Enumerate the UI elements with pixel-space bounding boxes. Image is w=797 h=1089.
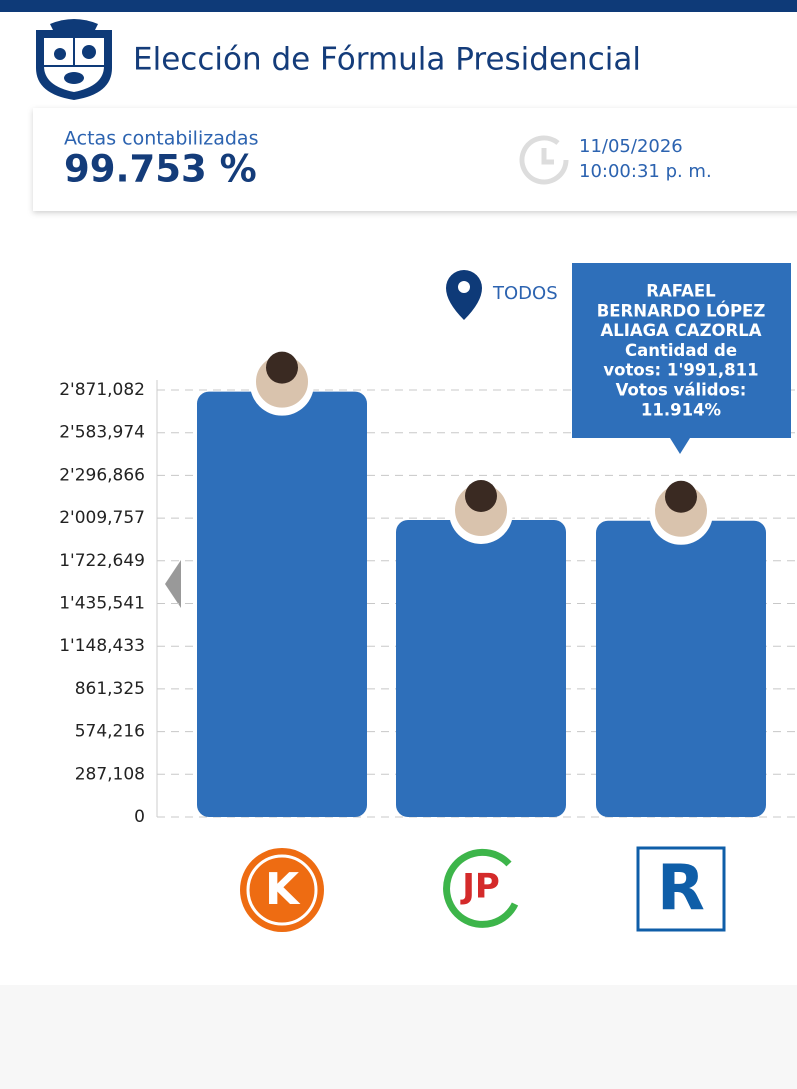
prev-arrow[interactable] <box>165 560 181 608</box>
summary-percent: 99.753 % <box>64 148 257 191</box>
bar <box>596 520 766 817</box>
y-tick-label: 2'009,757 <box>59 508 145 528</box>
party-logo <box>240 848 324 932</box>
tooltip-line: RAFAEL <box>646 282 716 301</box>
summary-label: Actas contabilizadas <box>64 128 258 150</box>
y-tick-label: 1'435,541 <box>59 594 145 614</box>
photo-hair <box>465 479 497 512</box>
party-logo <box>443 848 519 928</box>
tooltip-box <box>572 263 791 454</box>
summary-card <box>33 108 797 211</box>
y-tick-label: 1'148,433 <box>59 636 145 656</box>
tooltip-line: 11.914% <box>641 400 722 419</box>
y-tick-label: 2'583,974 <box>59 423 145 443</box>
filter-label[interactable]: TODOS <box>492 283 558 304</box>
bar <box>197 391 367 817</box>
tooltip-line: Votos válidos: <box>616 381 747 400</box>
top-bar <box>0 0 797 12</box>
y-tick-label: 2'871,082 <box>59 380 145 400</box>
clock-icon <box>519 135 569 185</box>
tooltip-line: Cantidad de <box>625 341 737 360</box>
y-tick-label: 1'722,649 <box>59 551 145 571</box>
party-logo <box>636 846 726 932</box>
bar <box>396 519 566 817</box>
tooltip-line: votos: 1'991,811 <box>603 361 758 380</box>
time: 10:00:31 p. m. <box>579 161 712 182</box>
location-pin[interactable] <box>446 270 482 320</box>
tooltip-line: ALIAGA CAZORLA <box>600 321 761 340</box>
party-logo-ring <box>246 854 318 926</box>
y-tick-label: 2'296,866 <box>59 465 145 485</box>
y-tick-label: 287,108 <box>75 764 145 784</box>
page-title: Elección de Fórmula Presidencial <box>133 42 641 78</box>
y-tick-label: 861,325 <box>75 679 145 699</box>
crest <box>36 19 112 100</box>
photo-hair <box>665 480 697 513</box>
footer-area <box>0 985 797 1089</box>
party-logo-text: R <box>657 851 705 924</box>
tooltip-line: BERNARDO LÓPEZ <box>597 301 766 320</box>
date: 11/05/2026 <box>579 136 683 157</box>
party-logo-text: K <box>265 864 301 915</box>
y-tick-label: 574,216 <box>75 722 145 742</box>
y-tick-label: 0 <box>134 807 145 827</box>
party-logo-text: JP <box>460 867 500 907</box>
photo-hair <box>266 351 298 384</box>
